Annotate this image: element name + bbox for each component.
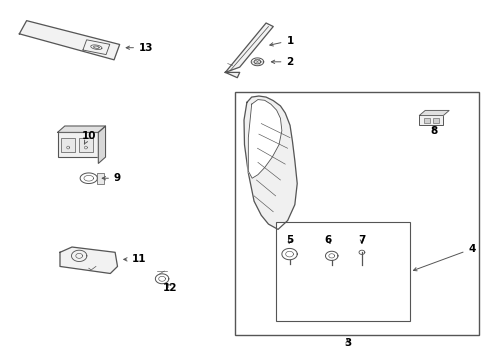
Polygon shape [58, 126, 105, 132]
Polygon shape [20, 21, 120, 60]
Polygon shape [98, 126, 105, 163]
Text: 3: 3 [343, 338, 350, 348]
Polygon shape [225, 23, 273, 72]
Polygon shape [419, 111, 448, 116]
Polygon shape [60, 247, 117, 274]
Text: 6: 6 [324, 235, 331, 245]
Text: 9: 9 [102, 173, 121, 183]
Text: 1: 1 [269, 36, 293, 46]
Text: 2: 2 [271, 57, 293, 67]
Bar [61, 138, 75, 152]
Bar [275, 222, 409, 321]
Bar [234, 92, 478, 335]
Bar [424, 118, 429, 123]
Bar [432, 118, 438, 123]
Polygon shape [225, 72, 239, 78]
Bar [79, 138, 92, 152]
Bar [419, 116, 443, 125]
Text: 8: 8 [429, 126, 437, 136]
Text: 5: 5 [286, 235, 293, 245]
Text: 10: 10 [81, 131, 96, 144]
Text: 4: 4 [413, 244, 475, 271]
Text: 11: 11 [123, 255, 146, 264]
Text: 12: 12 [163, 283, 177, 293]
Bar [97, 173, 104, 184]
Text: 13: 13 [126, 43, 153, 53]
Bar [58, 132, 98, 157]
Polygon shape [248, 100, 281, 178]
Polygon shape [244, 96, 297, 229]
Text: 7: 7 [358, 235, 365, 245]
